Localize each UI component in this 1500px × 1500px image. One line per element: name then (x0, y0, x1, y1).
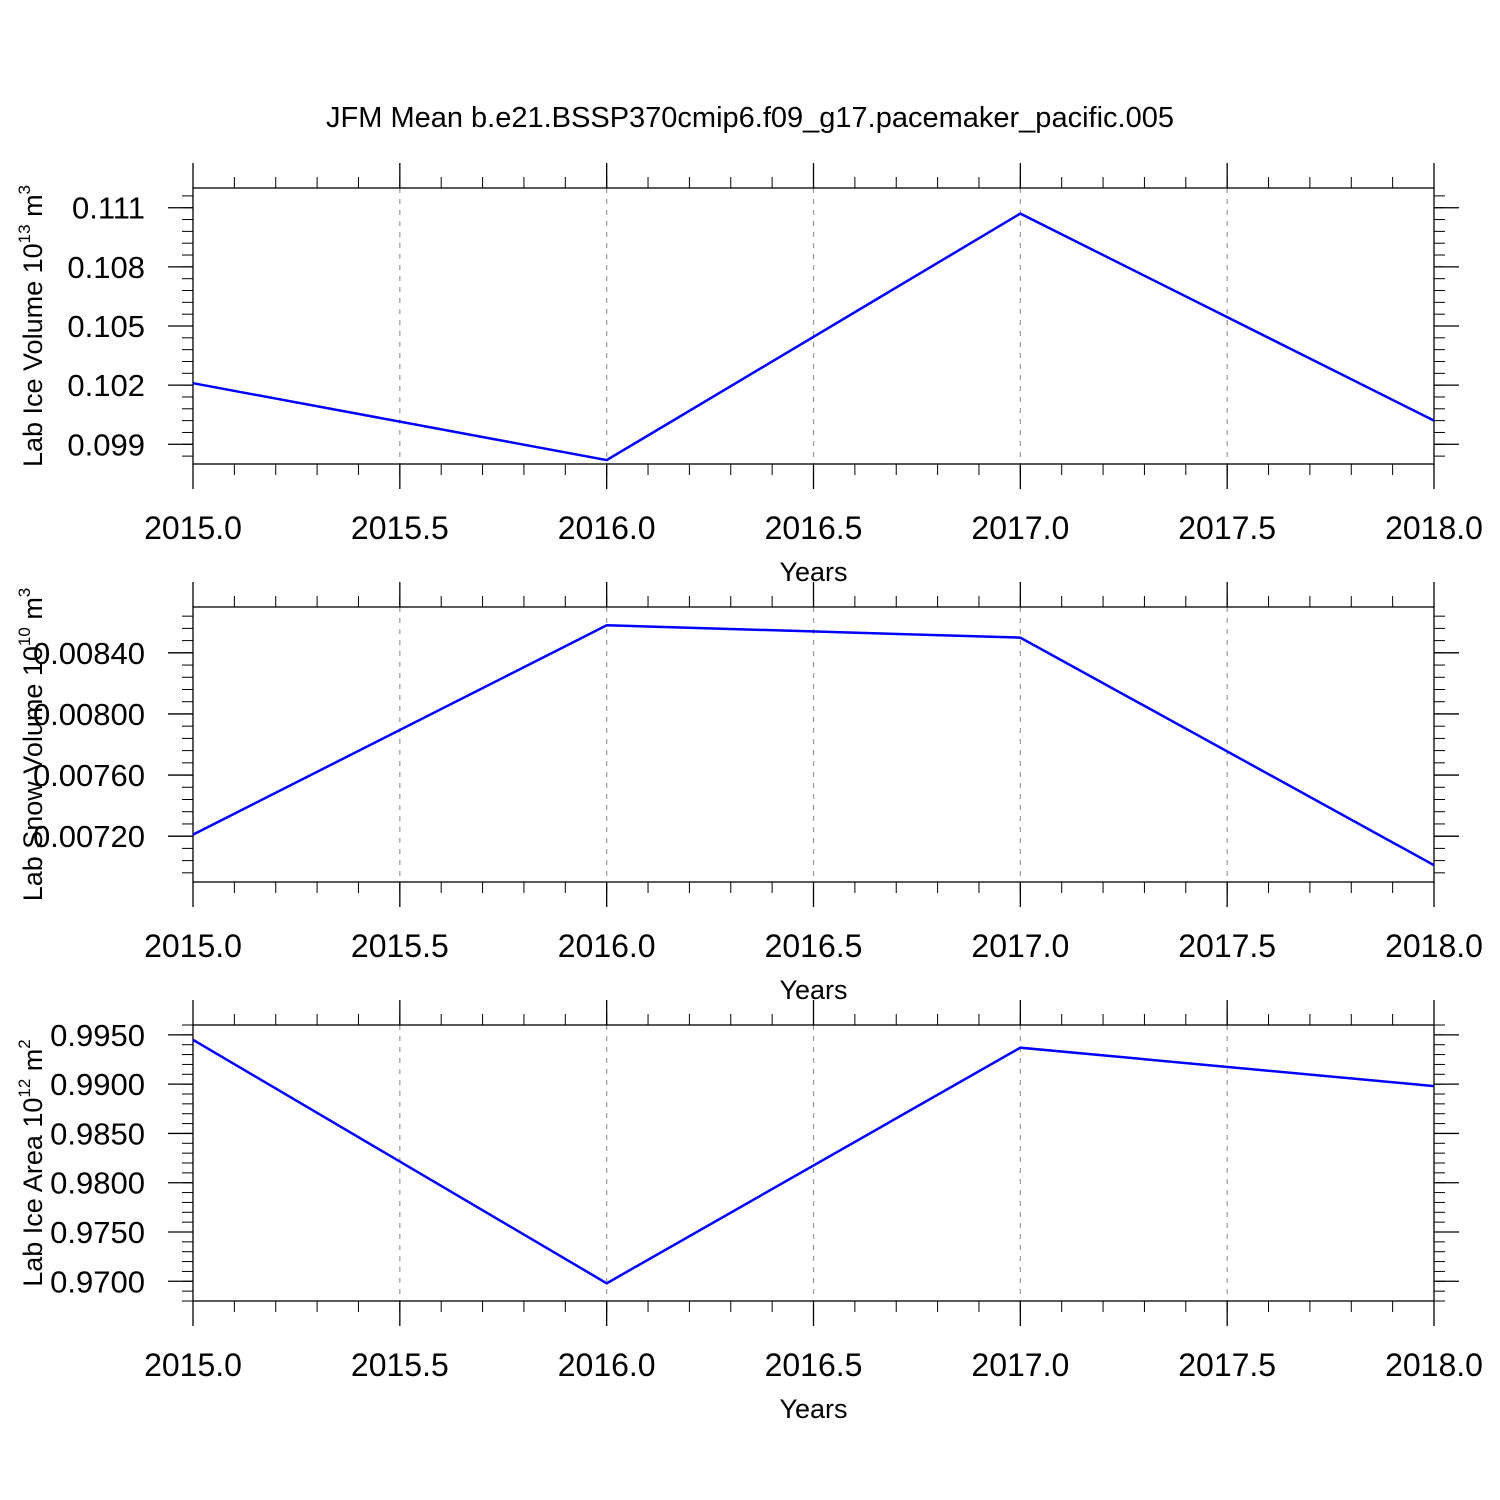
y-axis-label: Lab Ice Area 1012 m2 (15, 1039, 48, 1287)
series-line (192, 212, 1435, 462)
y-tick-label: 0.9750 (50, 1215, 145, 1250)
x-tick-label: 2015.0 (144, 510, 242, 546)
chart-panel-1: 2015.0 2015.5 2016.0 2016.5 2017.0 2017.5 2018… (15, 163, 1483, 587)
y-axis-label-superscript: 3 (15, 185, 34, 194)
y-axis-label-text: Lab Snow Volume 10 (18, 646, 48, 901)
x-tick-label: 2017.0 (971, 510, 1069, 546)
x-tick-label: 2015.0 (144, 928, 242, 964)
y-tick-label: 0.105 (67, 309, 145, 344)
x-tick-label: 2017.5 (1178, 928, 1276, 964)
y-tick-label: 0.00760 (33, 758, 145, 793)
y-axis-label: Lab Ice Volume 1013 m3 (15, 185, 48, 467)
y-tick-label: 0.9850 (50, 1116, 145, 1151)
x-tick-label: 2018.0 (1385, 928, 1483, 964)
y-tick-label: 0.099 (67, 427, 145, 462)
y-axis-label-text: Lab Ice Volume 10 (18, 243, 48, 467)
x-tick-label: 2016.5 (765, 928, 863, 964)
x-tick-label: 2016.0 (558, 1347, 656, 1383)
x-tick-label: 2017.5 (1178, 1347, 1276, 1383)
y-axis-label-text: m (18, 597, 48, 627)
chart-title: JFM Mean b.e21.BSSP370cmip6.f09_g17.pace… (326, 102, 1174, 134)
x-tick-label: 2016.5 (765, 1347, 863, 1383)
y-axis-label: Lab Snow Volume 1010 m3 (15, 588, 48, 902)
y-tick-label: 0.9800 (50, 1166, 145, 1201)
chart-panel-3: 2015.0 2015.5 2016.0 2016.5 2017.0 2017.5 2018… (15, 1000, 1483, 1424)
x-axis-label: Years (779, 1394, 847, 1424)
y-axis-label-superscript: 12 (15, 1079, 34, 1098)
x-tick-label: 2015.5 (351, 928, 449, 964)
x-tick-label: 2016.0 (558, 928, 656, 964)
chart-panel-2: 2015.0 2015.5 2016.0 2016.5 2017.0 2017.5 2018… (15, 582, 1483, 1005)
x-tick-label: 2015.5 (351, 1347, 449, 1383)
y-axis-label-superscript: 3 (15, 588, 34, 597)
y-tick-label: 0.9700 (50, 1264, 145, 1299)
x-tick-label: 2017.5 (1178, 510, 1276, 546)
x-tick-label: 2016.0 (558, 510, 656, 546)
y-tick-label: 0.00840 (33, 636, 145, 671)
y-tick-label: 0.9900 (50, 1067, 145, 1102)
y-tick-label: 0.9950 (50, 1018, 145, 1053)
x-tick-label: 2017.0 (971, 928, 1069, 964)
y-tick-label: 0.102 (67, 368, 145, 403)
y-axis-label-text: m (18, 194, 48, 224)
x-tick-label: 2015.5 (351, 510, 449, 546)
y-axis-label-superscript: 2 (15, 1039, 34, 1048)
y-axis-label-text: m (18, 1049, 48, 1079)
x-tick-label: 2015.0 (144, 1347, 242, 1383)
x-tick-label: 2018.0 (1385, 1347, 1483, 1383)
x-tick-label: 2017.0 (971, 1347, 1069, 1383)
x-tick-label: 2016.5 (765, 510, 863, 546)
x-tick-label: 2018.0 (1385, 510, 1483, 546)
y-axis-label-superscript: 10 (15, 627, 34, 646)
y-axis-label-text: Lab Ice Area 10 (18, 1098, 48, 1287)
y-tick-label: 0.00800 (33, 697, 145, 732)
y-tick-label: 0.111 (72, 191, 145, 226)
y-tick-label: 0.00720 (33, 819, 145, 854)
y-tick-label: 0.108 (67, 250, 145, 285)
y-axis-label-superscript: 13 (15, 224, 34, 243)
series-line (192, 1038, 1435, 1285)
series-line (192, 624, 1435, 867)
